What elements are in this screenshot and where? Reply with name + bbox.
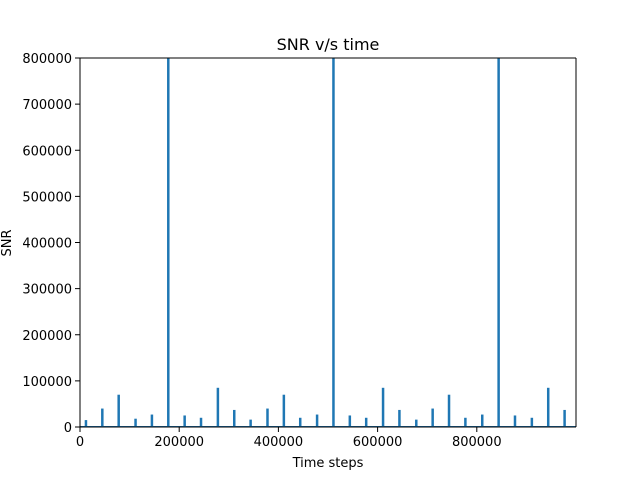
y-tick-label: 300000 <box>22 283 72 298</box>
plot-area <box>80 58 576 427</box>
x-tick-label: 400000 <box>254 435 304 450</box>
x-axis-label: Time steps <box>292 456 364 471</box>
y-tick-label: 600000 <box>22 144 72 159</box>
y-tick-label: 100000 <box>22 375 72 390</box>
y-tick-label: 0 <box>64 421 72 436</box>
y-tick-label: 500000 <box>22 190 72 205</box>
y-tick-label: 200000 <box>22 329 72 344</box>
chart-title: SNR v/s time <box>277 35 380 54</box>
x-tick-label: 600000 <box>353 435 403 450</box>
y-tick-label: 400000 <box>22 237 72 252</box>
y-axis-label: SNR <box>0 229 15 256</box>
y-tick-label: 800000 <box>22 52 72 67</box>
x-tick-label: 0 <box>76 435 84 450</box>
ticks-layer: 0 200000 400000 600000 800000 0 100000 200000 30… <box>22 52 501 450</box>
x-tick-label: 800000 <box>452 435 502 450</box>
y-tick-label: 700000 <box>22 98 72 113</box>
x-tick-label: 200000 <box>154 435 204 450</box>
